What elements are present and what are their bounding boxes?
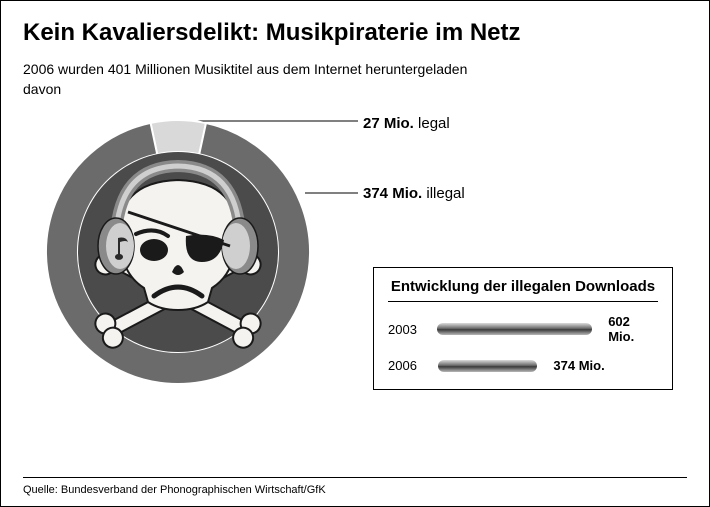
dev-value: 374 Mio. [553, 358, 604, 373]
callout-legal: 27 Mio. legal [363, 115, 450, 132]
dev-row: 2006 374 Mio. [388, 358, 658, 373]
dev-divider [388, 301, 658, 302]
legal-suffix: legal [414, 115, 450, 132]
dev-year: 2006 [388, 358, 428, 373]
development-box: Entwicklung der illegalen Downloads 2003… [373, 267, 673, 390]
dev-bar [437, 323, 592, 335]
donut-slice-legal [151, 120, 206, 154]
donut-svg [33, 107, 323, 397]
page-title: Kein Kavaliersdelikt: Musikpiraterie im … [23, 19, 687, 47]
legal-value: 27 Mio. [363, 115, 414, 132]
dev-title: Entwicklung der illegalen Downloads [388, 278, 658, 295]
dev-row: 2003 602 Mio. [388, 314, 658, 344]
illegal-suffix: illegal [422, 185, 465, 202]
subtitle: 2006 wurden 401 Millionen Musiktitel aus… [23, 61, 687, 77]
dev-value: 602 Mio. [608, 314, 658, 344]
chart-area: 27 Mio. legal 374 Mio. illegal Entwicklu… [23, 107, 683, 437]
donut-chart [33, 107, 323, 397]
davon-label: davon [23, 81, 687, 97]
callout-illegal: 374 Mio. illegal [363, 185, 465, 202]
illegal-value: 374 Mio. [363, 185, 422, 202]
source-text: Quelle: Bundesverband der Phonographisch… [23, 484, 326, 496]
dev-rows: 2003 602 Mio. 2006 374 Mio. [388, 314, 658, 373]
source-line [23, 477, 687, 478]
dev-bar [438, 360, 537, 372]
infographic-container: Kein Kavaliersdelikt: Musikpiraterie im … [0, 0, 710, 507]
dev-year: 2003 [388, 322, 427, 337]
